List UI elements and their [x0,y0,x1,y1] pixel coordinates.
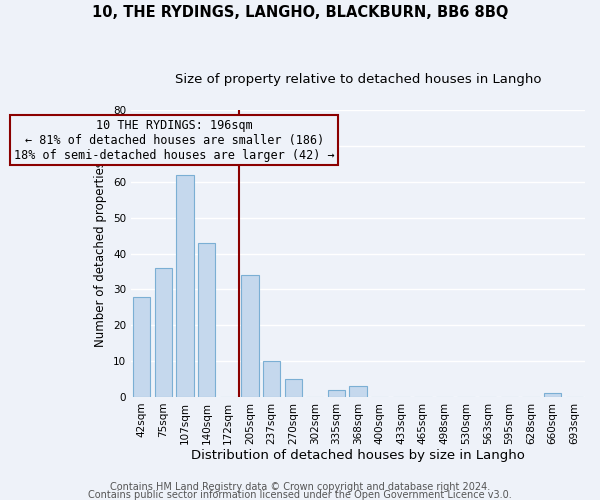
Y-axis label: Number of detached properties: Number of detached properties [94,160,107,346]
Bar [133,296,151,397]
Title: Size of property relative to detached houses in Langho: Size of property relative to detached ho… [175,72,541,86]
Bar [284,379,302,397]
Bar [328,390,345,397]
Bar [544,394,561,397]
Bar [155,268,172,397]
Text: Contains public sector information licensed under the Open Government Licence v3: Contains public sector information licen… [88,490,512,500]
Bar [349,386,367,397]
Bar [176,175,194,397]
Bar [198,243,215,397]
Text: 10, THE RYDINGS, LANGHO, BLACKBURN, BB6 8BQ: 10, THE RYDINGS, LANGHO, BLACKBURN, BB6 … [92,5,508,20]
Bar [241,275,259,397]
X-axis label: Distribution of detached houses by size in Langho: Distribution of detached houses by size … [191,450,525,462]
Text: 10 THE RYDINGS: 196sqm
← 81% of detached houses are smaller (186)
18% of semi-de: 10 THE RYDINGS: 196sqm ← 81% of detached… [14,119,335,162]
Text: Contains HM Land Registry data © Crown copyright and database right 2024.: Contains HM Land Registry data © Crown c… [110,482,490,492]
Bar [263,361,280,397]
